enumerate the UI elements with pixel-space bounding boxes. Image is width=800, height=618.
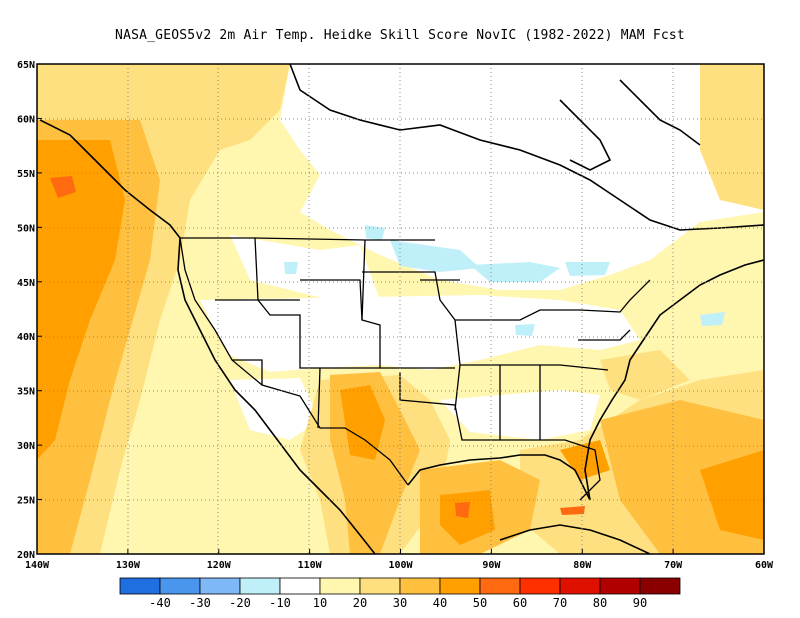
colorbar-swatch: [119, 577, 161, 595]
colorbar-label: 60: [513, 596, 527, 610]
colorbar-swatch: [599, 577, 641, 595]
field-low-central: [200, 295, 640, 372]
field-30-atlantic: [600, 350, 690, 400]
field-neg-patch: [390, 240, 480, 272]
field-neg-patch: [470, 262, 560, 282]
colorbar-label: 40: [433, 596, 447, 610]
field-60-patch: [50, 176, 76, 198]
latitude-tick-label: 30N: [17, 441, 35, 452]
colorbar-swatch: [399, 577, 441, 595]
longitude-tick-label: 60W: [755, 560, 774, 571]
colorbar-label: 20: [353, 596, 367, 610]
colorbar-label: 10: [313, 596, 327, 610]
colorbar-label: 90: [633, 596, 647, 610]
colorbar-labels: -40 -30 -20 -10 10 20 30 40 50 60 70 80 90: [149, 596, 647, 610]
colorbar-label: 30: [393, 596, 407, 610]
colorbar-label: -10: [269, 596, 291, 610]
colorbar-swatch: [639, 577, 681, 595]
field-50-texas: [340, 385, 385, 460]
colorbar-label: 80: [593, 596, 607, 610]
longitude-tick-label: 70W: [664, 560, 683, 571]
longitude-tick-label: 130W: [116, 560, 141, 571]
field-neg-patch: [700, 312, 725, 326]
colorbar-swatch: [439, 577, 481, 595]
gridlines: [37, 64, 764, 554]
longitude-labels: 140W 130W 120W 110W 100W 90W 80W 70W 60W: [25, 549, 774, 571]
latitude-tick-label: 55N: [17, 169, 35, 180]
field-60-patch: [455, 502, 470, 518]
longitude-tick-label: 80W: [573, 560, 592, 571]
field-low-hudson: [560, 66, 700, 150]
colorbar-swatch: [559, 577, 601, 595]
field-low-southwest: [230, 378, 320, 440]
field-neg-patch: [365, 225, 385, 240]
colorbar-label: -20: [229, 596, 251, 610]
latitude-labels: 65N 60N 55N 50N 45N 40N 35N 30N 25N 20N: [17, 60, 42, 561]
latitude-tick-label: 45N: [17, 278, 35, 289]
latitude-tick-label: 60N: [17, 114, 35, 125]
colorbar-swatch: [159, 577, 201, 595]
colorbar-swatch: [319, 577, 361, 595]
colorbar-label: -40: [149, 596, 171, 610]
colorbar-swatch: [279, 577, 321, 595]
field-neg-patch: [284, 262, 298, 274]
longitude-tick-label: 120W: [207, 560, 232, 571]
colorbar-swatch: [359, 577, 401, 595]
colorbar-label: 50: [473, 596, 487, 610]
latitude-tick-label: 65N: [17, 60, 35, 71]
latitude-tick-label: 20N: [17, 550, 35, 561]
field-low-northwest: [230, 235, 380, 300]
latitude-tick-label: 35N: [17, 387, 35, 398]
colorbar-swatch: [519, 577, 561, 595]
field-low-southeast: [440, 390, 600, 440]
field-50-florida: [560, 440, 610, 480]
colorbar-label: 70: [553, 596, 567, 610]
longitude-tick-label: 140W: [25, 560, 50, 571]
skill-score-field: [37, 64, 764, 554]
field-neg-patch: [565, 262, 610, 276]
field-60-patch: [560, 506, 585, 515]
field-50-pacific: [37, 140, 125, 460]
latitude-tick-label: 40N: [17, 332, 35, 343]
colorbar-swatch: [199, 577, 241, 595]
coastlines: [39, 64, 764, 554]
map-title: NASA_GEOS5v2 2m Air Temp. Heidke Skill S…: [115, 28, 685, 43]
field-50-atlantic: [700, 450, 764, 540]
field-neg-patch: [515, 324, 535, 336]
longitude-tick-label: 100W: [388, 560, 413, 571]
colorbar-swatch: [479, 577, 521, 595]
colorbar-label: -30: [189, 596, 211, 610]
colorbar-swatch: [239, 577, 281, 595]
colorbar: [119, 577, 681, 595]
longitude-tick-label: 90W: [482, 560, 501, 571]
latitude-tick-label: 25N: [17, 496, 35, 507]
field-30-northeast: [700, 64, 764, 210]
latitude-tick-label: 50N: [17, 223, 35, 234]
longitude-tick-label: 110W: [298, 560, 323, 571]
